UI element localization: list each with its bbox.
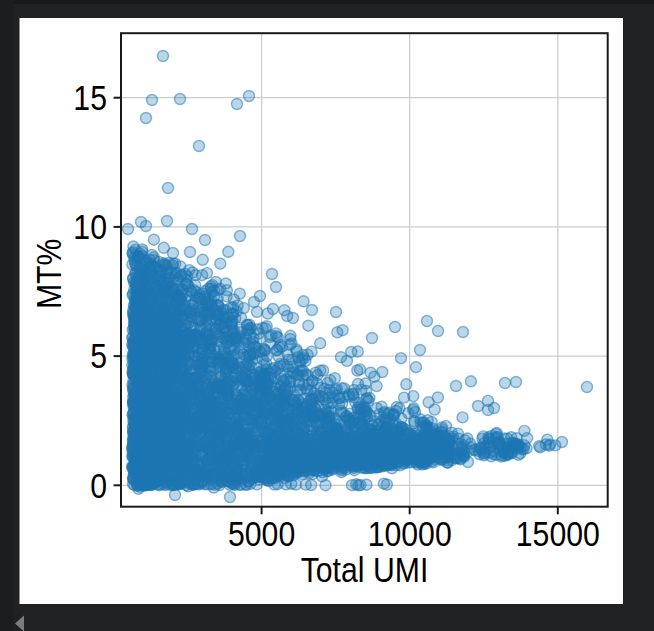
svg-text:10000: 10000 [368,514,452,554]
svg-text:15000: 15000 [516,514,600,554]
svg-text:10: 10 [73,207,107,247]
svg-text:5: 5 [90,336,107,376]
svg-text:Total UMI: Total UMI [301,550,429,590]
svg-text:15: 15 [73,78,107,118]
svg-text:5000: 5000 [228,514,295,554]
svg-text:0: 0 [90,465,107,505]
svg-text:MT%: MT% [28,239,68,310]
